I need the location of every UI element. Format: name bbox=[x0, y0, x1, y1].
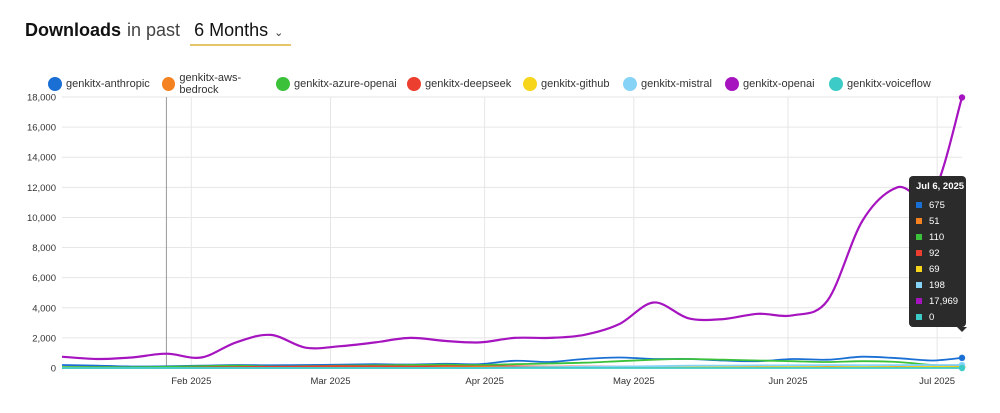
y-tick-label: 4,000 bbox=[32, 303, 56, 314]
x-tick-label: Mar 2025 bbox=[310, 376, 350, 387]
tooltip-row: 17,969 bbox=[916, 293, 966, 309]
legend-item-genkitx-aws-bedrock[interactable]: genkitx-aws-bedrock bbox=[162, 72, 276, 96]
tooltip-row: 92 bbox=[916, 245, 966, 261]
y-tick-label: 0 bbox=[51, 364, 56, 375]
tooltip-value: 17,969 bbox=[929, 295, 959, 307]
y-tick-label: 16,000 bbox=[27, 123, 56, 134]
legend-swatch bbox=[523, 77, 537, 91]
hover-tooltip: Jul 6, 2025 675 51 110 92 69 198 17,969 0 bbox=[909, 176, 967, 332]
legend-label: genkitx-azure-openai bbox=[294, 78, 397, 90]
legend-item-genkitx-github[interactable]: genkitx-github bbox=[523, 77, 623, 91]
legend-item-genkitx-anthropic[interactable]: genkitx-anthropic bbox=[48, 77, 162, 91]
legend-swatch bbox=[623, 77, 637, 91]
legend-item-genkitx-mistral[interactable]: genkitx-mistral bbox=[623, 77, 725, 91]
tooltip-row: 198 bbox=[916, 277, 966, 293]
y-tick-label: 18,000 bbox=[27, 93, 56, 104]
x-tick-label: Jul 2025 bbox=[919, 376, 955, 387]
tooltip-value: 0 bbox=[929, 311, 935, 323]
tooltip-swatch bbox=[916, 234, 922, 240]
y-tick-label: 12,000 bbox=[27, 183, 56, 194]
tooltip-swatch bbox=[916, 298, 922, 304]
tooltip-row: 110 bbox=[916, 229, 966, 245]
tooltip-swatch bbox=[916, 218, 922, 224]
legend-swatch bbox=[829, 77, 843, 91]
tooltip-value: 110 bbox=[929, 231, 945, 243]
series-end-point-genkitx-anthropic bbox=[958, 354, 966, 362]
y-tick-label: 6,000 bbox=[32, 273, 56, 284]
tooltip-swatch bbox=[916, 314, 922, 320]
legend-label: genkitx-deepseek bbox=[425, 78, 512, 90]
period-dropdown-value: 6 Months bbox=[194, 20, 269, 40]
legend-swatch bbox=[276, 77, 290, 91]
period-dropdown[interactable]: 6 Months ⌄ bbox=[190, 20, 292, 46]
legend-swatch bbox=[162, 77, 176, 91]
legend-label: genkitx-voiceflow bbox=[847, 78, 931, 90]
tooltip-value: 69 bbox=[929, 263, 940, 275]
legend-label: genkitx-mistral bbox=[641, 78, 712, 90]
x-tick-label: Feb 2025 bbox=[171, 376, 211, 387]
series-line-genkitx-azure-openai bbox=[61, 358, 963, 369]
x-tick-label: Jun 2025 bbox=[768, 376, 807, 387]
tooltip-row: 51 bbox=[916, 213, 966, 229]
chart-title: Downloads bbox=[25, 20, 122, 40]
tooltip-row: 69 bbox=[916, 261, 966, 277]
legend-item-genkitx-azure-openai[interactable]: genkitx-azure-openai bbox=[276, 77, 407, 91]
series-line-genkitx-openai bbox=[61, 97, 964, 361]
legend-label: genkitx-anthropic bbox=[66, 78, 150, 90]
tooltip-swatch bbox=[916, 266, 922, 272]
legend-label: genkitx-github bbox=[541, 78, 610, 90]
legend-item-genkitx-deepseek[interactable]: genkitx-deepseek bbox=[407, 77, 523, 91]
y-tick-label: 8,000 bbox=[32, 243, 56, 254]
legend-item-genkitx-openai[interactable]: genkitx-openai bbox=[725, 77, 829, 91]
x-tick-label: Apr 2025 bbox=[465, 376, 504, 387]
tooltip-swatch bbox=[916, 202, 922, 208]
tooltip-value: 92 bbox=[929, 247, 940, 259]
legend-swatch bbox=[48, 77, 62, 91]
chart-header: Downloads in past 6 Months ⌄ bbox=[25, 20, 292, 50]
legend-item-genkitx-voiceflow[interactable]: genkitx-voiceflow bbox=[829, 77, 939, 91]
tooltip-date: Jul 6, 2025 bbox=[916, 181, 965, 192]
legend-label: genkitx-openai bbox=[743, 78, 815, 90]
chart-title-suffix: in past bbox=[127, 20, 181, 40]
tooltip-row: 0 bbox=[916, 309, 966, 325]
y-tick-label: 14,000 bbox=[27, 153, 56, 164]
tooltip-value: 675 bbox=[929, 199, 945, 211]
tooltip-row: 675 bbox=[916, 197, 966, 213]
x-tick-label: May 2025 bbox=[613, 376, 655, 387]
chart-legend: genkitx-anthropic genkitx-aws-bedrock genk… bbox=[48, 72, 939, 96]
tooltip-value: 198 bbox=[929, 279, 945, 291]
legend-label: genkitx-aws-bedrock bbox=[179, 72, 242, 96]
series-end-point-genkitx-voiceflow bbox=[958, 364, 966, 372]
legend-swatch bbox=[725, 77, 739, 91]
tooltip-swatch bbox=[916, 250, 922, 256]
legend-swatch bbox=[407, 77, 421, 91]
y-tick-label: 10,000 bbox=[27, 213, 56, 224]
tooltip-value: 51 bbox=[929, 215, 940, 227]
tooltip-swatch bbox=[916, 282, 922, 288]
y-tick-label: 2,000 bbox=[32, 333, 56, 344]
series-end-point-genkitx-openai bbox=[958, 94, 966, 101]
chevron-down-icon: ⌄ bbox=[274, 27, 284, 39]
